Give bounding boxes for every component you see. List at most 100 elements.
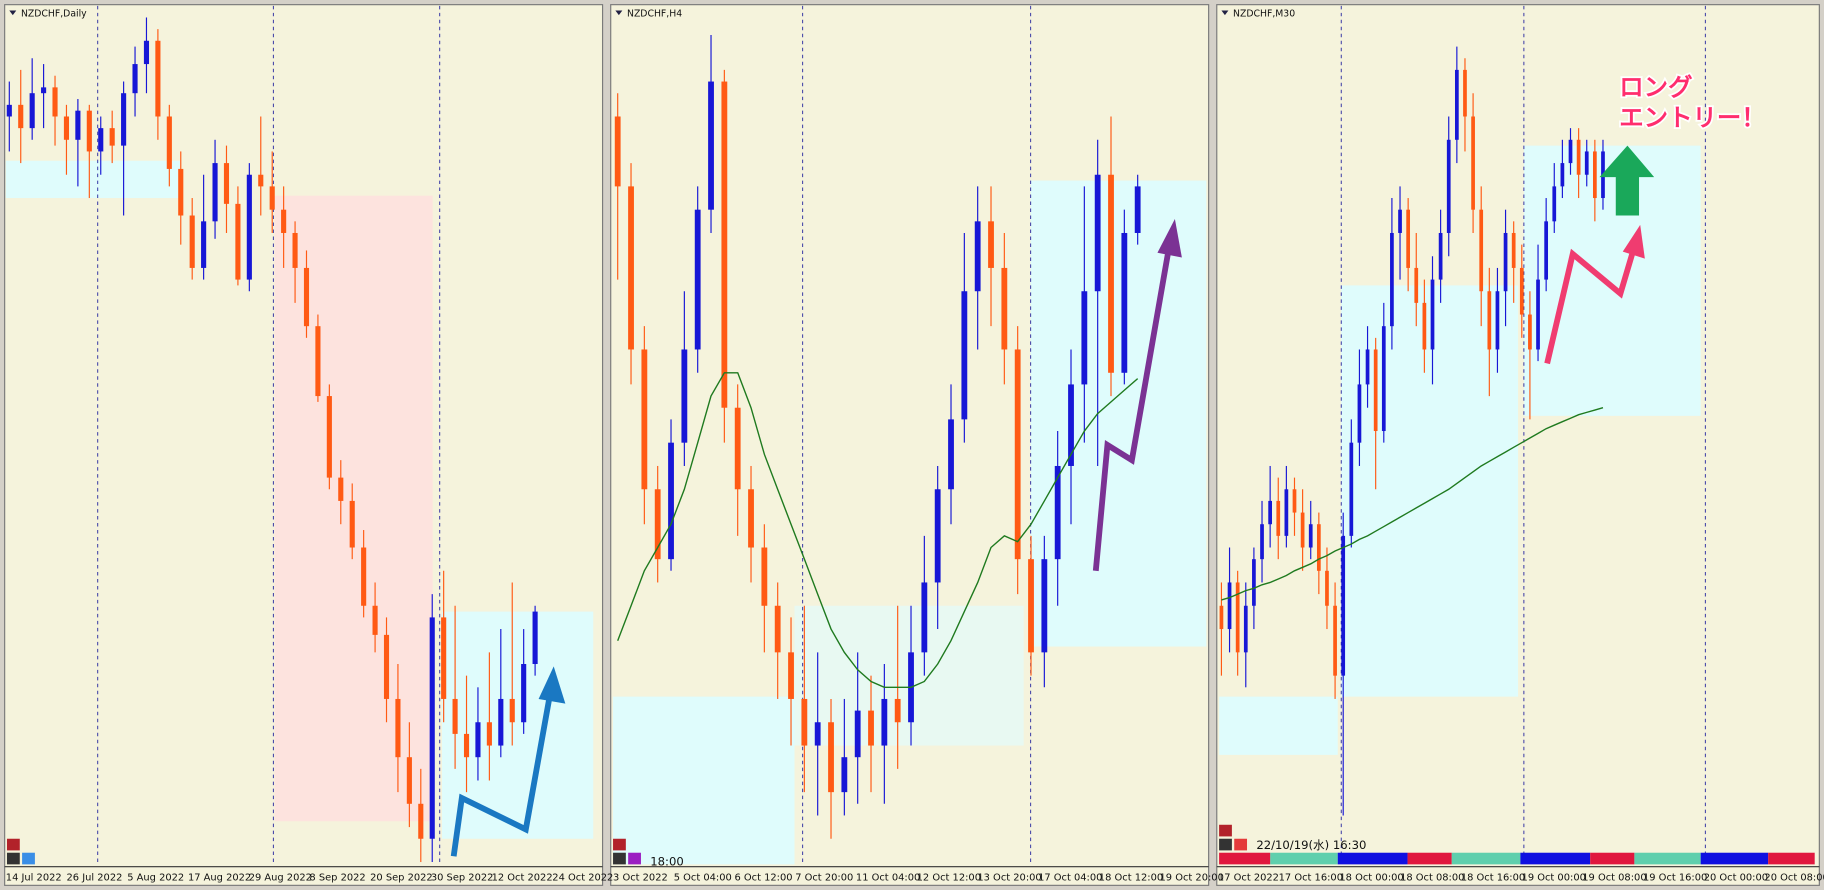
x-tick-label: 29 Aug 2022 (249, 873, 312, 884)
candle-body (1552, 186, 1557, 222)
candle-body (41, 87, 47, 94)
candle-body (881, 698, 888, 746)
candle-body (1227, 582, 1232, 630)
candle-body (1235, 582, 1240, 653)
candle-body (18, 104, 24, 129)
candle-body (1308, 524, 1313, 548)
candle-body (1260, 524, 1264, 560)
candles (1219, 46, 1605, 816)
x-tick-label: 30 Sep 2022 (431, 873, 494, 884)
candle-body (1284, 489, 1289, 536)
icon[interactable] (1219, 838, 1232, 851)
candle-body (1495, 291, 1500, 350)
icon[interactable] (613, 838, 626, 851)
x-tick-label: 5 Oct 04:00 (674, 873, 732, 884)
candle-body (934, 489, 941, 583)
candle-body (1390, 232, 1394, 327)
candle-body (1471, 116, 1475, 210)
candle-body (1430, 279, 1435, 350)
session-strip (1219, 852, 1815, 865)
candle-body (498, 698, 504, 746)
candle-body (475, 722, 481, 758)
x-tick-label: 18 Oct 08:00 (1400, 873, 1464, 884)
menu-icon[interactable] (615, 10, 623, 16)
arrow-head (1157, 219, 1182, 258)
candle-body (338, 477, 344, 501)
candle-body (1454, 69, 1459, 140)
arrow (1092, 246, 1172, 572)
x-tick-label: 18 Oct 16:00 (1461, 873, 1525, 884)
candle-body (1463, 69, 1467, 117)
candle-body (132, 64, 138, 94)
crosshair-time: 22/10/19(水) 16:30 (1256, 838, 1366, 852)
x-tick-label: 17 Oct 04:00 (1038, 873, 1102, 884)
candle-body (1373, 349, 1378, 432)
x-tick-label: 3 Oct 2022 (613, 873, 668, 884)
candle-body (406, 757, 412, 804)
x-tick-label: 20 Oct 00:00 (1704, 873, 1768, 884)
icon[interactable] (6, 838, 20, 851)
candle-body (974, 221, 981, 292)
icon[interactable] (628, 852, 641, 865)
candle-body (1121, 232, 1128, 373)
candle-body (29, 93, 35, 129)
icon[interactable] (613, 852, 626, 865)
candle-body (429, 617, 435, 839)
candle-body (463, 733, 470, 758)
candle-body (6, 104, 12, 117)
annotation: ロング (1619, 73, 1692, 102)
candle-body (708, 81, 714, 210)
candle-body (521, 664, 527, 723)
candle-body (1576, 139, 1581, 175)
menu-icon[interactable] (9, 10, 17, 16)
candle-body (372, 605, 378, 635)
candle-body (86, 110, 92, 152)
menu-icon[interactable] (1221, 10, 1229, 16)
icon[interactable] (1219, 824, 1232, 837)
candle-body (1511, 232, 1516, 268)
candle-body (1252, 559, 1256, 606)
candle-body (326, 396, 332, 478)
session (1634, 852, 1701, 865)
candle-body (452, 698, 458, 734)
candle-body (1519, 267, 1524, 315)
candle-body (894, 698, 901, 723)
icon[interactable] (6, 852, 20, 865)
candle-body (361, 547, 367, 606)
arrow-head (1622, 224, 1645, 259)
session (1337, 852, 1408, 865)
candle-body (921, 582, 928, 653)
candle-body (788, 652, 794, 699)
x-tick-label: 18 Oct 12:00 (1099, 873, 1163, 884)
candle-body (258, 174, 264, 187)
candle-body (52, 87, 58, 117)
candle-body (121, 93, 127, 146)
x-tick-label: 17 Oct 2022 (1218, 873, 1279, 884)
candle-body (189, 215, 195, 268)
x-tick-label: 8 Sep 2022 (309, 873, 365, 884)
x-tick-label: 19 Oct 00:00 (1522, 873, 1586, 884)
x-tick-label: 6 Oct 12:00 (734, 873, 792, 884)
candle-body (654, 489, 661, 560)
x-tick-label: 12 Oct 12:00 (917, 873, 981, 884)
candle-body (212, 163, 218, 222)
x-tick-label: 5 Aug 2022 (127, 873, 184, 884)
candle-body (303, 267, 310, 327)
arrow (450, 692, 554, 857)
candle-body (1487, 291, 1492, 350)
candles (614, 34, 1141, 839)
x-tick-label: 13 Oct 20:00 (977, 873, 1041, 884)
candle-body (1381, 326, 1386, 432)
x-tick-label: 19 Oct 16:00 (1643, 873, 1707, 884)
candle-body (1446, 139, 1451, 233)
candle-body (868, 710, 874, 746)
icon[interactable] (1234, 838, 1248, 851)
candle-body (1243, 605, 1248, 653)
candle-body (269, 186, 275, 210)
candle-body (1438, 232, 1443, 280)
icon[interactable] (22, 852, 35, 865)
candle-body (395, 698, 401, 758)
x-tick-label: 7 Oct 20:00 (795, 873, 853, 884)
session (1407, 852, 1452, 865)
candle-body (1349, 442, 1354, 536)
